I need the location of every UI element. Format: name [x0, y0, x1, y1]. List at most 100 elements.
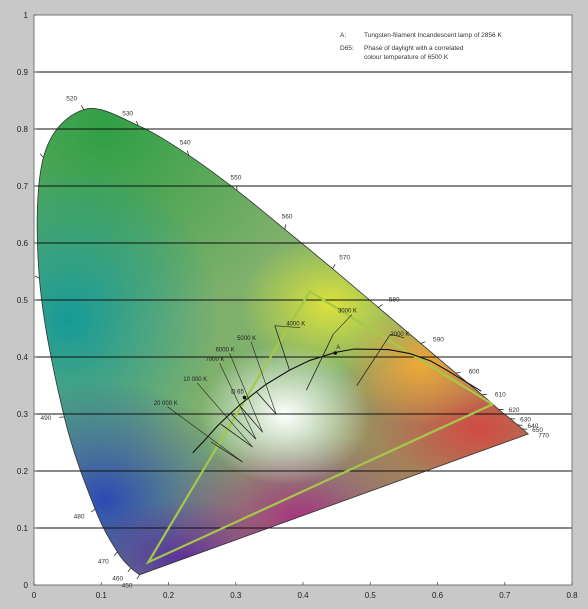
planckian-locus: [192, 348, 482, 454]
isotemperature-line-5: [274, 325, 290, 371]
isotemperature-label-4: 5000 K: [237, 336, 256, 342]
locus-tick-450: [136, 574, 140, 580]
wavelength-label-570: 570: [339, 254, 350, 261]
isotemperature-line-3: [238, 404, 263, 433]
x-tick-label-0.7: 0.7: [499, 591, 511, 600]
x-tick-label-0.4: 0.4: [297, 591, 309, 600]
isotemperature-line-4: [255, 390, 277, 415]
y-tick-label-0.9: 0.9: [17, 68, 29, 77]
isotemperature-label-1: 10 000 K: [183, 377, 207, 383]
wavelength-label-770: 770: [538, 432, 549, 439]
locus-tick-600: [455, 371, 461, 374]
wavelength-label-520: 520: [66, 95, 77, 102]
reference-point-0: [333, 351, 338, 355]
isotemperature-label-3: 6000 K: [216, 347, 235, 353]
wavelength-label-550: 550: [230, 175, 241, 182]
wavelength-label-490: 490: [40, 415, 51, 422]
isotemperature-leader-4: [250, 341, 277, 415]
y-tick-label-0.8: 0.8: [17, 125, 29, 134]
wavelength-label-620: 620: [509, 407, 520, 414]
x-axis-ticks: 0 0.1 0.2 0.3 0.4 0.5 0.6 0.7 0.8: [32, 582, 578, 600]
locus-tick-650: [522, 428, 528, 430]
y-tick-label-0.1: 0.1: [17, 524, 29, 533]
annotation-text-1-0: Phase of daylight with a correlated: [364, 45, 464, 52]
planckian-locus-curve: [192, 348, 482, 454]
locus-tick-490: [59, 416, 65, 418]
isotemperature-line-2: [231, 414, 257, 440]
wavelength-label-470: 470: [98, 559, 109, 566]
isotemperature-leader-6: [333, 314, 353, 335]
y-tick-label-0.5: 0.5: [17, 296, 29, 305]
locus-tick-530: [135, 120, 139, 126]
x-tick-label-0.2: 0.2: [163, 591, 175, 600]
locus-tick-580: [378, 304, 383, 308]
locus-tick-500: [34, 275, 40, 279]
locus-tick-590: [420, 341, 426, 344]
y-tick-label-0.2: 0.2: [17, 467, 29, 476]
wavelength-label-580: 580: [389, 297, 400, 304]
wavelength-label-480: 480: [74, 514, 85, 521]
wavelength-label-540: 540: [180, 140, 191, 147]
wavelength-label-650: 650: [532, 427, 543, 434]
locus-tick-570: [332, 264, 336, 269]
reference-point-label-0: A: [336, 345, 340, 351]
grid-lines: [34, 71, 572, 529]
isotemperature-leader-1: [197, 382, 253, 448]
isotemperature-line-6: [306, 334, 334, 391]
wavelength-label-590: 590: [433, 336, 444, 343]
isotemperature-line-7: [356, 333, 391, 386]
x-tick-label-0.8: 0.8: [566, 591, 578, 600]
locus-tick-520: [80, 105, 85, 110]
isotemperature-label-6: 3000 K: [338, 309, 357, 315]
locus-tick-540: [186, 150, 190, 156]
locus-tick-460: [127, 567, 132, 573]
gamut-triangle: [145, 289, 495, 565]
wavelength-label-640: 640: [527, 423, 538, 430]
wavelength-label-450: 450: [122, 583, 133, 590]
isotemperature-label-5: 4000 K: [286, 322, 305, 328]
x-tick-label-0.1: 0.1: [96, 591, 108, 600]
y-tick-label-0: 0: [24, 581, 29, 590]
wavelength-label-460: 460: [112, 575, 123, 582]
y-tick-label-0.7: 0.7: [17, 182, 29, 191]
x-tick-label-0.6: 0.6: [432, 591, 444, 600]
wavelength-labels: 5205305405505605705805906006106206306406…: [40, 95, 549, 589]
isotemperature-leader-5: [274, 325, 301, 328]
y-tick-label-0.6: 0.6: [17, 239, 29, 248]
y-axis-ticks: 0 0.1 0.2 0.3 0.4 0.5 0.6 0.7 0.8 0.9 1: [17, 11, 37, 590]
reference-points: A D 65: [231, 345, 340, 400]
isotemperature-line-1: [220, 423, 253, 448]
gamut-triangle-outline: [145, 289, 495, 565]
isotemperature-label-2: 7000 K: [205, 357, 224, 363]
wavelength-label-600: 600: [469, 368, 480, 375]
locus-tick-560: [284, 224, 287, 230]
locus-tick-640: [517, 424, 523, 426]
isotemperature-line-0: [210, 441, 243, 463]
isotemperature-leader-2: [219, 362, 257, 440]
legend-annotations: A: Tungsten-filament Incandescent lamp of…: [340, 32, 502, 61]
wavelength-label-630: 630: [520, 416, 531, 423]
x-tick-label-0.3: 0.3: [230, 591, 242, 600]
y-tick-label-1: 1: [24, 11, 29, 20]
locus-tick-510: [39, 153, 44, 158]
x-tick-label-0: 0: [32, 591, 37, 600]
isotemperature-leader-0: [167, 406, 243, 463]
wavelength-label-560: 560: [282, 214, 293, 221]
isotemperature-label-7: 2000 K: [390, 332, 409, 338]
isotemperature-leader-3: [229, 353, 263, 433]
wavelength-label-610: 610: [495, 391, 506, 398]
locus-tick-470: [113, 551, 118, 556]
y-tick-label-0.3: 0.3: [17, 410, 29, 419]
locus-tick-480: [90, 508, 96, 513]
reference-point-1: [242, 395, 247, 400]
isotemperature-leader-7: [390, 333, 405, 339]
isotemperature-label-0: 20 000 K: [154, 401, 178, 407]
annotation-text-0-0: Tungsten-filament Incandescent lamp of 2…: [364, 32, 502, 39]
y-tick-label-0.4: 0.4: [17, 353, 29, 362]
x-tick-label-0.5: 0.5: [365, 591, 377, 600]
annotation-text-1-1: colour temperature of 6500 K: [364, 54, 449, 61]
annotation-key-1: D65:: [340, 45, 354, 52]
wavelength-label-530: 530: [122, 111, 133, 118]
